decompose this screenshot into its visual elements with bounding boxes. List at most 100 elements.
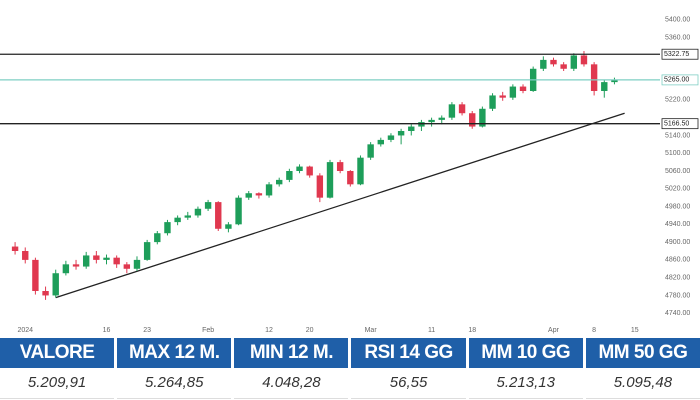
candle-body — [448, 104, 456, 118]
x-tick-label: 20 — [306, 327, 314, 334]
candle-body — [326, 162, 334, 198]
candle-body — [580, 55, 588, 65]
candle-body — [316, 175, 324, 198]
candle-body — [499, 95, 506, 98]
candle-body — [286, 171, 293, 180]
candle-body — [590, 64, 598, 91]
candle-body — [509, 86, 517, 98]
candle-body — [143, 242, 151, 260]
candle-body — [103, 257, 110, 260]
header-cell: MIN 12 M. — [234, 338, 349, 368]
candle-body — [540, 59, 547, 69]
candle-body — [519, 86, 527, 91]
y-tick-label: 4980.00 — [665, 203, 690, 210]
candle-body — [123, 264, 131, 269]
header-cell: VALORE — [0, 338, 115, 368]
candle-body — [570, 55, 578, 69]
candle-body — [347, 171, 354, 185]
candle-body — [408, 126, 415, 131]
level-label: 5265.00 — [664, 77, 689, 84]
candle-body — [601, 82, 608, 91]
y-tick-label: 5020.00 — [665, 186, 690, 193]
candle-body — [550, 59, 557, 65]
candle-body — [154, 233, 161, 243]
candle-body — [306, 166, 313, 176]
candle-body — [469, 113, 476, 127]
candle-body — [357, 157, 364, 185]
value-cell: 56,55 — [351, 368, 466, 399]
y-tick-label: 5100.00 — [665, 150, 690, 157]
x-tick-label: Apr — [548, 327, 560, 334]
y-tick-label: 4940.00 — [665, 221, 690, 228]
level-label: 5166.50 — [664, 121, 689, 128]
y-tick-label: 5400.00 — [665, 17, 690, 24]
candle-body — [479, 108, 486, 127]
candle-body — [93, 255, 100, 260]
trendline — [55, 112, 625, 299]
header-cell: MM 10 GG — [468, 338, 583, 368]
header-cell: MAX 12 M. — [117, 338, 232, 368]
chart: 5400.00 5360.00 5220.00 5140.00 5100.00 5060.… — [0, 17, 699, 334]
x-tick-label: 18 — [468, 327, 476, 334]
candle-body — [265, 184, 273, 196]
candle-body — [560, 64, 567, 69]
candle-body — [336, 162, 344, 171]
header-cell: MM 50 GG — [585, 338, 700, 368]
candle-body — [489, 95, 496, 109]
candle-body — [82, 255, 90, 267]
candle-body — [32, 259, 39, 291]
level-label: 5322.75 — [664, 51, 689, 58]
level-tag — [661, 48, 699, 60]
y-tick-label: 4820.00 — [665, 275, 690, 282]
y-tick-label: 4740.00 — [665, 310, 690, 317]
candle-body — [11, 246, 19, 251]
value-cell: 4.048,28 — [234, 368, 349, 399]
candle-body — [418, 122, 425, 127]
y-tick-label: 4780.00 — [665, 292, 690, 299]
x-tick-label: Mar — [365, 327, 378, 334]
candle-body — [367, 144, 374, 158]
candle-body — [204, 202, 212, 209]
value-cell: 5.213,13 — [468, 368, 583, 399]
y-tick-label: 5060.00 — [665, 168, 690, 175]
header-cell: RSI 14 GG — [351, 338, 466, 368]
candle-body — [184, 215, 191, 218]
x-tick-label: 2024 — [17, 327, 33, 334]
value-cell: 5.209,91 — [0, 368, 115, 399]
candle-body — [296, 166, 303, 171]
x-tick-label: Feb — [202, 327, 214, 334]
candle-body — [72, 264, 80, 267]
stats-table: VALORE MAX 12 M. MIN 12 M. RSI 14 GG MM 10 G… — [0, 338, 700, 399]
y-tick-label: 5360.00 — [665, 35, 690, 42]
level-tag — [661, 118, 699, 130]
candle-body — [276, 179, 283, 185]
level-tag — [661, 74, 699, 86]
y-tick-label: 4860.00 — [665, 257, 690, 264]
candle-body — [611, 79, 618, 83]
x-tick-label: 12 — [265, 327, 273, 334]
x-tick-label: 8 — [592, 327, 596, 334]
candle-body — [215, 202, 222, 229]
candle-body — [225, 224, 232, 229]
y-tick-label: 5220.00 — [665, 97, 690, 104]
candle-body — [22, 251, 29, 260]
y-tick-label: 4900.00 — [665, 239, 690, 246]
candle-body — [164, 222, 171, 234]
value-cell: 5.264,85 — [117, 368, 232, 399]
candle-body — [52, 273, 59, 296]
x-tick-label: 11 — [428, 327, 435, 334]
y-tick-label: 5140.00 — [665, 132, 690, 139]
candle-body — [62, 264, 70, 274]
x-tick-label: 23 — [143, 327, 151, 334]
value-cell: 5.095,48 — [585, 368, 700, 399]
candle-body — [174, 217, 181, 223]
x-tick-label: 16 — [103, 327, 111, 334]
candle-body — [438, 117, 445, 120]
candle-body — [113, 257, 120, 265]
candle-body — [458, 104, 466, 114]
x-tick-label: 15 — [631, 327, 639, 334]
candle-body — [377, 139, 384, 145]
candle-body — [245, 193, 252, 198]
candle-body — [235, 197, 242, 225]
